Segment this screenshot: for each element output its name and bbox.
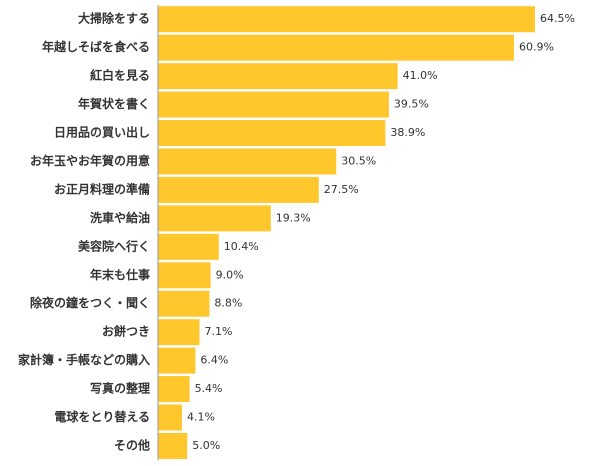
bar bbox=[158, 91, 389, 118]
category-label: 年賀状を書く bbox=[78, 96, 150, 111]
value-label: 30.5% bbox=[341, 154, 376, 167]
bar bbox=[158, 432, 188, 459]
bar bbox=[158, 120, 386, 147]
value-label: 9.0% bbox=[216, 268, 244, 281]
category-label: 電球をとり替える bbox=[54, 409, 150, 424]
category-label: 美容院へ行く bbox=[78, 238, 150, 253]
category-label: 洗車や給油 bbox=[90, 210, 150, 225]
value-label: 41.0% bbox=[403, 69, 438, 82]
bar bbox=[158, 262, 211, 289]
value-label: 64.5% bbox=[540, 12, 575, 25]
category-label: 年越しそばを食べる bbox=[42, 39, 150, 54]
category-label: 除夜の鐘をつく・聞く bbox=[30, 295, 150, 310]
bar bbox=[158, 404, 182, 431]
bar bbox=[158, 290, 210, 317]
bar bbox=[158, 176, 319, 203]
category-label: 写真の整理 bbox=[90, 381, 150, 396]
value-label: 27.5% bbox=[324, 183, 359, 196]
category-label: お年玉やお年賀の用意 bbox=[30, 153, 150, 168]
value-label: 19.3% bbox=[276, 211, 311, 224]
category-label: お正月料理の準備 bbox=[54, 181, 150, 196]
bar bbox=[158, 34, 514, 61]
value-label: 4.1% bbox=[187, 411, 215, 424]
category-label: 年末も仕事 bbox=[90, 267, 150, 282]
category-label: お餅つき bbox=[102, 324, 150, 339]
value-label: 8.8% bbox=[214, 297, 242, 310]
category-label: 紅白を見る bbox=[90, 68, 150, 83]
category-label: 大掃除をする bbox=[78, 11, 150, 26]
bar bbox=[158, 6, 535, 33]
value-label: 39.5% bbox=[394, 98, 429, 111]
value-label: 7.1% bbox=[204, 325, 232, 338]
category-label: その他 bbox=[114, 437, 150, 452]
value-label: 6.4% bbox=[200, 354, 228, 367]
category-label: 日用品の買い出し bbox=[54, 125, 150, 140]
value-label: 5.4% bbox=[195, 382, 223, 395]
bar bbox=[158, 376, 190, 403]
value-label: 60.9% bbox=[519, 41, 554, 54]
value-label: 5.0% bbox=[192, 439, 220, 452]
category-label: 家計簿・手帳などの購入 bbox=[18, 352, 150, 367]
bar bbox=[158, 233, 219, 260]
bar bbox=[158, 63, 398, 90]
value-label: 10.4% bbox=[224, 240, 259, 253]
bar bbox=[158, 205, 271, 232]
bar bbox=[158, 347, 196, 374]
bar bbox=[158, 319, 200, 346]
value-label: 38.9% bbox=[390, 126, 425, 139]
bar bbox=[158, 148, 337, 175]
